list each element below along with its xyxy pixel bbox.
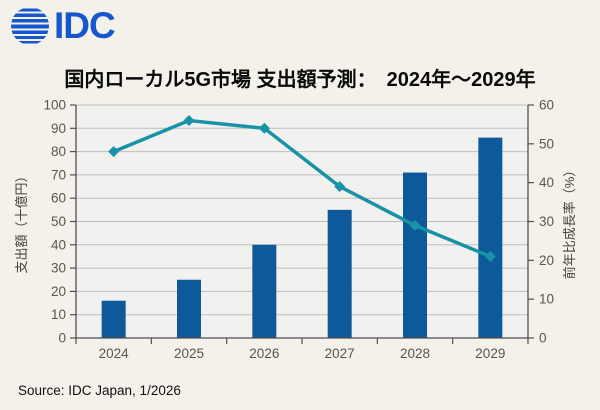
globe-stripe <box>11 36 49 39</box>
left-axis-tick-label: 70 <box>51 167 66 182</box>
bar-2025 <box>177 279 201 338</box>
right-axis-tick-label: 30 <box>539 214 554 229</box>
diamond-marker-2025 <box>183 115 195 127</box>
growth-rate-line <box>112 118 492 259</box>
left-axis-tick-label: 10 <box>51 307 66 322</box>
x-axis-label-2029: 2029 <box>475 346 505 361</box>
diamond-marker-2029 <box>484 250 496 262</box>
right-axis-title: 前年比成長率（%） <box>562 164 577 280</box>
x-axis-label-2026: 2026 <box>249 346 279 361</box>
idc-logo: IDC <box>10 5 116 46</box>
globe-stripe <box>11 41 49 44</box>
diamond-marker-2028 <box>409 219 421 231</box>
globe-stripe <box>11 30 49 34</box>
diamond-marker-2027 <box>334 181 346 193</box>
x-axis-label-2025: 2025 <box>174 346 204 361</box>
left-axis-tick-label: 80 <box>51 144 66 159</box>
globe-stripe <box>11 19 49 23</box>
left-axis-tick-label: 0 <box>58 331 66 346</box>
globe-stripe <box>11 13 49 17</box>
left-axis-tick-label: 30 <box>51 261 66 276</box>
x-axis-label-2028: 2028 <box>400 346 430 361</box>
left-axis-tick-label: 20 <box>51 284 66 299</box>
bar-2024 <box>101 300 126 338</box>
bar-2029 <box>478 137 503 338</box>
globe-stripe <box>11 8 49 12</box>
chart-title: 国内ローカル5G市場 支出額予測： 2024年～2029年 <box>64 69 536 91</box>
idc-logo-text: IDC <box>54 5 116 46</box>
left-axis-tick-label: 90 <box>51 121 66 136</box>
bar-2028 <box>403 172 427 338</box>
diamond-marker-2026 <box>258 122 270 134</box>
idc-globe-icon <box>11 8 49 44</box>
bar-2027 <box>327 209 352 338</box>
source-citation: Source: IDC Japan, 1/2026 <box>18 383 181 398</box>
left-axis-title: 支出額（十億円） <box>14 169 29 273</box>
x-axis-label-2024: 2024 <box>99 346 130 361</box>
right-axis-tick-label: 20 <box>539 253 554 268</box>
diamond-marker-2024 <box>108 146 120 158</box>
globe-stripe <box>11 24 49 29</box>
x-axis-label-2027: 2027 <box>325 346 355 361</box>
right-axis-tick-label: 40 <box>539 175 554 190</box>
right-axis-tick-label: 50 <box>539 136 554 151</box>
left-axis-tick-label: 50 <box>51 214 66 229</box>
spending-forecast-chart: 0 10 20 30 40 50 60 70 80 90 100 0 10 20 30 40 50 60 2024 2… <box>14 98 577 362</box>
right-axis-tick-label: 60 <box>539 98 554 113</box>
left-axis-tick-label: 40 <box>51 237 66 252</box>
right-axis-tick-label: 10 <box>539 292 554 307</box>
left-axis-tick-label: 100 <box>43 98 66 113</box>
right-axis-tick-label: 0 <box>539 331 547 346</box>
left-axis-tick-label: 60 <box>51 191 66 206</box>
bar-2026 <box>252 244 277 338</box>
